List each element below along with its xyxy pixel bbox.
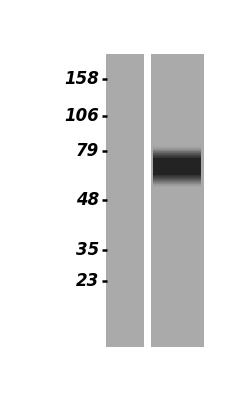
Bar — [152, 147, 200, 186]
Bar — [152, 155, 200, 178]
Bar — [152, 150, 200, 183]
Bar — [152, 155, 200, 178]
Text: 48: 48 — [76, 192, 99, 210]
Bar — [152, 151, 200, 182]
Bar — [152, 146, 200, 188]
Bar — [152, 154, 200, 179]
Bar — [152, 154, 200, 180]
Text: 158: 158 — [64, 70, 99, 88]
Bar — [152, 157, 200, 176]
Bar — [152, 148, 200, 185]
Bar — [152, 150, 200, 184]
Bar — [152, 152, 200, 181]
Text: 106: 106 — [64, 107, 99, 125]
Bar — [152, 148, 200, 186]
Text: 79: 79 — [76, 142, 99, 160]
Bar — [151, 54, 203, 347]
Bar — [152, 156, 200, 177]
Bar — [152, 146, 200, 187]
Bar — [152, 157, 200, 176]
Bar — [144, 54, 151, 347]
Bar — [152, 149, 200, 184]
Bar — [152, 153, 200, 180]
Bar — [152, 158, 200, 175]
Bar — [152, 152, 200, 182]
Bar — [152, 158, 200, 175]
Bar — [106, 54, 144, 347]
Text: 23: 23 — [76, 272, 99, 290]
Text: 35: 35 — [76, 241, 99, 259]
